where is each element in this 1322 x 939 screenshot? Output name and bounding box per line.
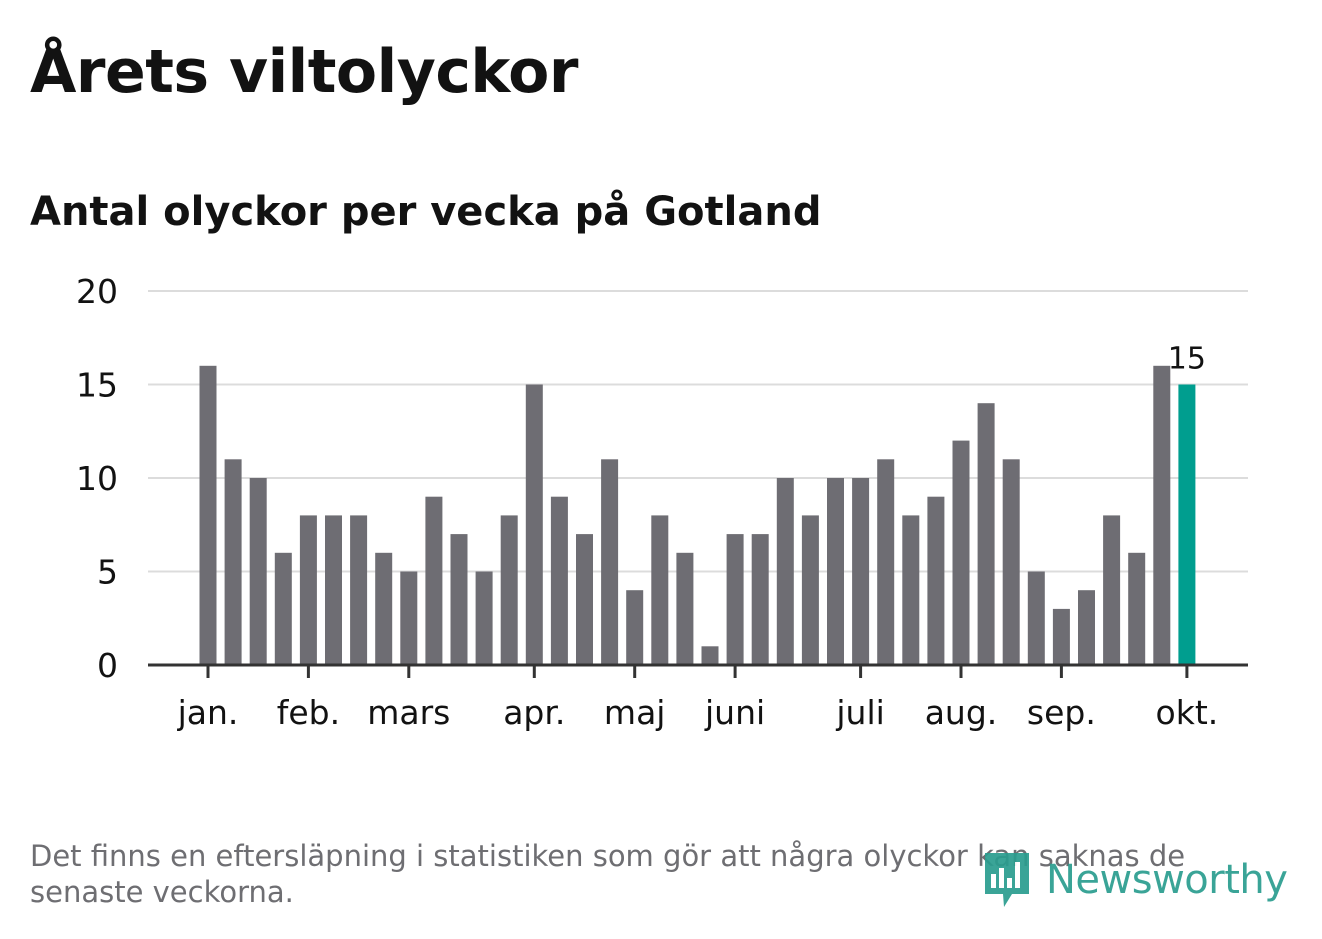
x-tick-label: juni xyxy=(704,693,765,732)
bar xyxy=(375,552,393,665)
bar xyxy=(852,478,870,665)
bar xyxy=(952,440,970,665)
y-tick-label: 15 xyxy=(76,366,118,405)
bar xyxy=(525,384,543,665)
bar xyxy=(199,365,217,665)
x-tick-label: feb. xyxy=(277,693,340,732)
bar xyxy=(224,459,242,665)
bar xyxy=(1027,571,1045,665)
bar xyxy=(726,534,744,665)
bar-chart-speech-bubble-icon xyxy=(985,853,1029,907)
bar xyxy=(450,534,468,665)
bar xyxy=(500,515,518,665)
bar xyxy=(1153,365,1171,665)
logo-text: Newsworthy xyxy=(1046,857,1288,903)
newsworthy-logo: Newsworthy xyxy=(982,848,1288,912)
bar xyxy=(1002,459,1020,665)
y-tick-label: 5 xyxy=(97,553,118,592)
y-tick-label: 20 xyxy=(76,272,118,311)
x-tick-label: jan. xyxy=(177,693,239,732)
bar xyxy=(325,515,342,665)
bar xyxy=(751,534,769,665)
bar xyxy=(701,646,719,665)
highlight-bar xyxy=(1178,384,1196,665)
chart-subtitle: Antal olyckor per vecka på Gotland xyxy=(30,189,822,235)
x-tick-label: mars xyxy=(367,693,450,732)
bar xyxy=(1128,552,1146,665)
bar xyxy=(576,534,593,665)
bar xyxy=(927,496,945,665)
bar xyxy=(1103,515,1121,665)
bar xyxy=(827,478,844,665)
bar xyxy=(550,496,568,665)
bar xyxy=(400,571,418,665)
bar xyxy=(676,552,694,665)
x-tick-label: apr. xyxy=(503,693,565,732)
x-tick-label: juli xyxy=(835,693,884,732)
bar-chart: 0 5 10 15 20 jan. feb. mars apr. maj juni juli aug.… xyxy=(76,272,1248,732)
bar xyxy=(877,459,895,665)
bar xyxy=(274,552,292,665)
bar xyxy=(801,515,819,665)
bar xyxy=(776,478,794,665)
y-axis-tick-labels: 0 5 10 15 20 xyxy=(76,272,118,685)
bars xyxy=(199,365,1196,665)
bar xyxy=(626,590,644,665)
bar xyxy=(249,478,267,665)
bar xyxy=(425,496,443,665)
data-labels: 15 xyxy=(1168,342,1206,377)
x-tick-label: okt. xyxy=(1156,693,1219,732)
y-tick-label: 0 xyxy=(97,646,118,685)
bar xyxy=(651,515,669,665)
bar xyxy=(1052,608,1070,665)
x-tick-label: sep. xyxy=(1027,693,1096,732)
bar xyxy=(902,515,920,665)
x-tick-label: aug. xyxy=(925,693,998,732)
bar xyxy=(350,515,368,665)
chart-title: Årets viltolyckor xyxy=(30,37,579,107)
data-label: 15 xyxy=(1168,342,1206,377)
bar xyxy=(977,403,995,665)
x-tick-label: maj xyxy=(604,693,666,732)
y-tick-label: 10 xyxy=(76,459,118,498)
bar xyxy=(475,571,493,665)
x-axis-ticks: jan. feb. mars apr. maj juni juli aug. sep. okt. xyxy=(177,665,1219,732)
bar xyxy=(1078,590,1095,665)
bar xyxy=(601,459,619,665)
bar xyxy=(299,515,317,665)
